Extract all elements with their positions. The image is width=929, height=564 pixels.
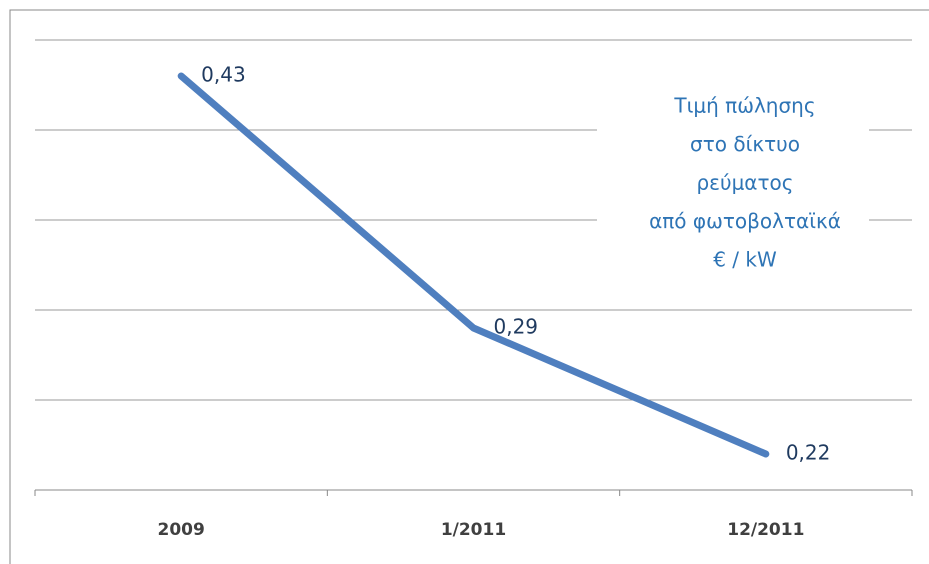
x-tick-label: 2009 — [158, 520, 205, 540]
line-series — [177, 72, 770, 458]
chart-title: από φωτοβολταϊκά — [649, 209, 841, 233]
title-background — [597, 88, 869, 278]
chart-title: στο δίκτυο — [690, 132, 800, 156]
chart-title: € / kW — [713, 248, 777, 272]
chart-title: Τιμή πώλησης — [673, 94, 815, 118]
data-label: 0,43 — [201, 63, 246, 87]
x-tick-label: 12/2011 — [727, 520, 804, 540]
data-label: 0,22 — [786, 441, 831, 465]
data-label: 0,29 — [494, 315, 539, 339]
x-tick-label: 1/2011 — [441, 520, 506, 540]
chart-title: ρεύματος — [696, 171, 793, 195]
